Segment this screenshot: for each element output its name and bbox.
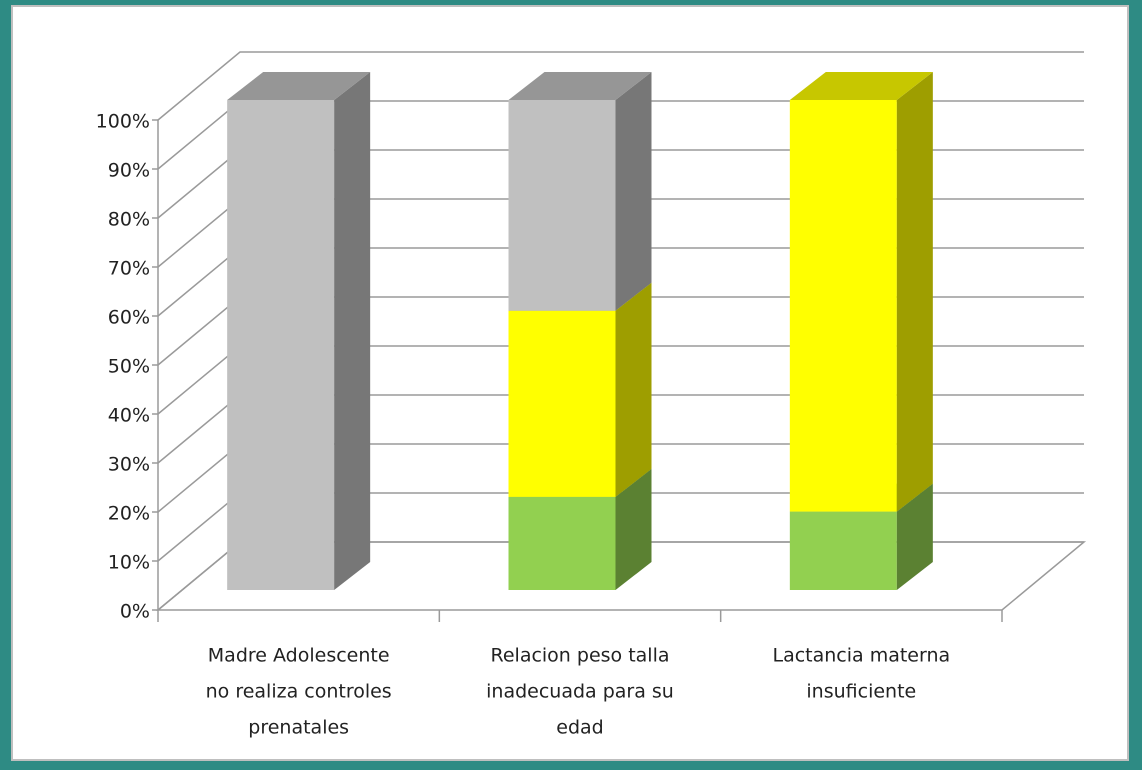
x-tick-label: insuficiente xyxy=(806,681,916,703)
bar-top xyxy=(789,72,933,100)
y-tick-label: 0% xyxy=(120,601,150,623)
x-tick-label: edad xyxy=(556,717,603,739)
x-tick-label: Lactancia materna xyxy=(772,645,950,667)
y-tick-label: 90% xyxy=(108,160,150,182)
y-tick-label: 10% xyxy=(108,552,150,574)
y-tick-label: 40% xyxy=(108,405,150,427)
bar-side xyxy=(896,72,933,512)
x-tick-label: inadecuada para su xyxy=(486,681,674,703)
bar-segment xyxy=(508,310,616,497)
bar-segment xyxy=(227,100,335,590)
bar-segment xyxy=(508,100,616,311)
y-tick-label: 60% xyxy=(108,307,150,329)
bar-top xyxy=(227,72,371,100)
grid-line xyxy=(157,51,1084,121)
x-tick-label: Relacion peso talla xyxy=(491,645,670,667)
bar-side xyxy=(615,468,652,590)
y-tick-label: 80% xyxy=(108,209,150,231)
bar-side xyxy=(615,282,652,497)
bar-segment xyxy=(789,511,897,590)
x-tick-label: Madre Adolescente xyxy=(208,645,390,667)
y-tick-label: 50% xyxy=(108,356,150,378)
y-tick-label: 70% xyxy=(108,258,150,280)
bar-top xyxy=(508,72,652,100)
x-tick-label: no realiza controles xyxy=(206,681,392,703)
y-tick-label: 30% xyxy=(108,454,150,476)
y-tick-label: 20% xyxy=(108,503,150,525)
y-tick-label: 100% xyxy=(96,111,150,133)
bar-side xyxy=(334,72,371,590)
bar-segment xyxy=(789,100,897,512)
x-tick-label: prenatales xyxy=(248,717,349,739)
bar-side xyxy=(896,483,933,590)
bar-side xyxy=(615,72,652,311)
bar-segment xyxy=(508,496,616,590)
